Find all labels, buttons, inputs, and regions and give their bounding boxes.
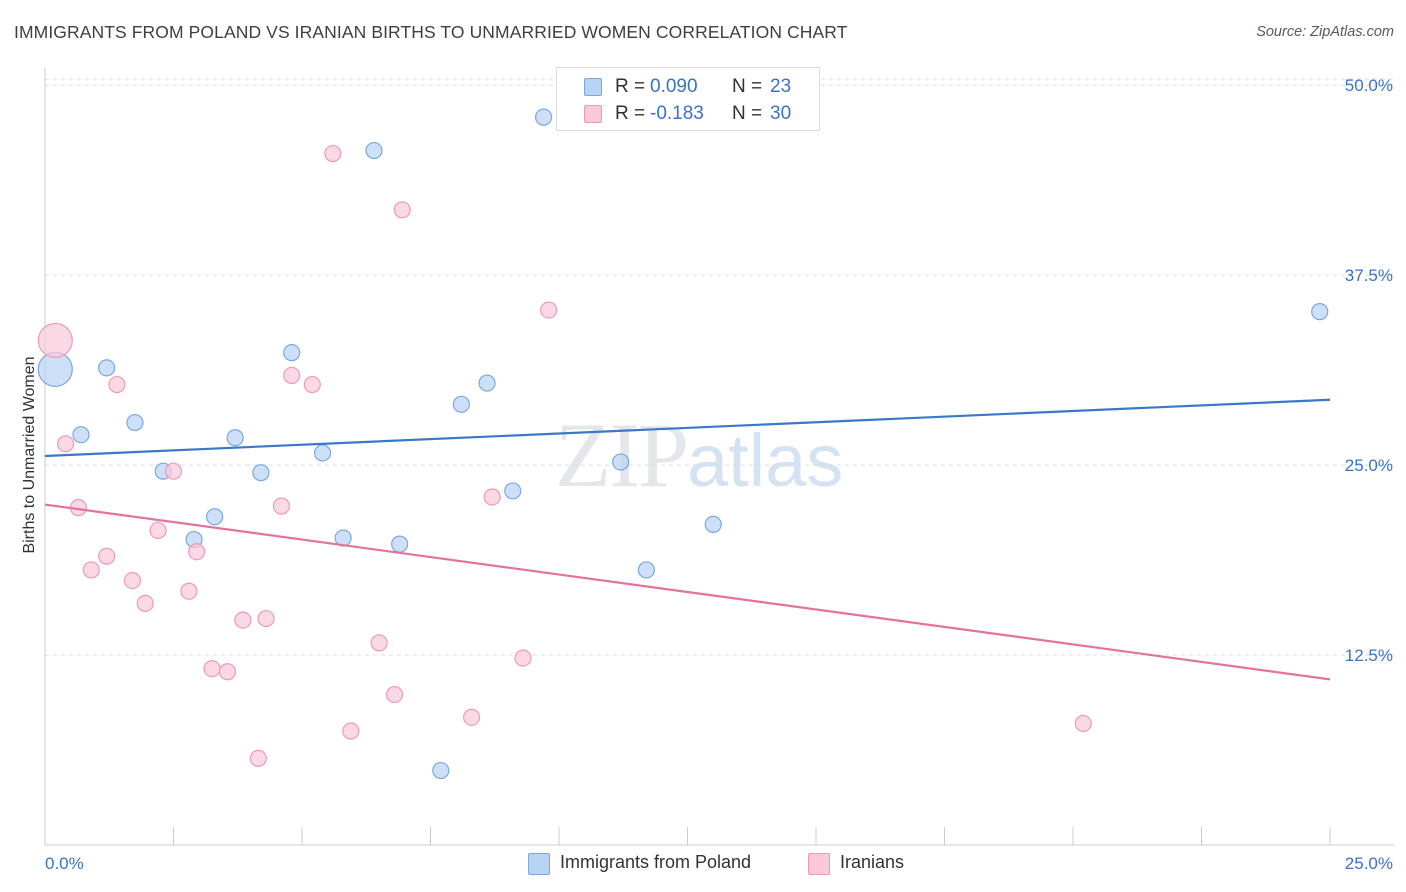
point-iranians bbox=[514, 649, 532, 667]
legend-swatch-poland bbox=[528, 853, 550, 875]
point-poland bbox=[612, 453, 630, 471]
point-iranians bbox=[108, 375, 126, 394]
y-tick-label: 25.0% bbox=[1345, 456, 1393, 475]
point-iranians bbox=[180, 582, 198, 600]
point-iranians bbox=[324, 144, 342, 163]
point-iranians bbox=[203, 660, 221, 678]
point-poland bbox=[283, 344, 301, 362]
point-iranians bbox=[149, 521, 167, 540]
point-poland bbox=[504, 482, 522, 500]
legend-item-poland[interactable]: Immigrants from Poland bbox=[528, 852, 768, 876]
point-poland bbox=[452, 395, 470, 413]
point-iranians bbox=[483, 488, 501, 506]
point-iranians bbox=[540, 301, 558, 319]
point-poland bbox=[391, 535, 409, 553]
point-iranians bbox=[56, 435, 75, 453]
point-poland bbox=[98, 359, 116, 377]
point-poland bbox=[206, 508, 224, 526]
point-poland bbox=[72, 426, 90, 444]
legend-item-iranians[interactable]: Iranians bbox=[808, 852, 928, 876]
point-poland bbox=[704, 515, 722, 533]
legend-label-poland: Immigrants from Poland bbox=[560, 852, 752, 872]
axes bbox=[44, 68, 1395, 846]
x-tick-label: 25.0% bbox=[1345, 854, 1393, 873]
poland-n-value: 23 bbox=[770, 76, 792, 97]
point-iranians bbox=[272, 497, 291, 515]
point-poland bbox=[478, 374, 496, 392]
tick-labels: 12.5% 25.0% 37.5% 50.0% 0.0% 25.0% bbox=[45, 76, 1393, 873]
point-poland bbox=[365, 141, 383, 160]
data-points bbox=[37, 108, 1329, 780]
x-tick-label: 0.0% bbox=[45, 854, 84, 873]
point-iranians bbox=[342, 722, 360, 740]
iranians-r-label: R = bbox=[615, 103, 646, 124]
point-iranians bbox=[303, 375, 321, 394]
legend-label-iranians: Iranians bbox=[840, 852, 905, 872]
y-tick-label: 50.0% bbox=[1345, 76, 1393, 95]
point-iranians bbox=[257, 609, 275, 628]
trend-lines bbox=[44, 398, 1331, 681]
point-iranians bbox=[164, 462, 183, 480]
point-iranians bbox=[123, 571, 141, 590]
point-poland bbox=[226, 429, 244, 447]
iranians-r-value: -0.183 bbox=[650, 103, 704, 124]
point-iranians bbox=[82, 561, 100, 579]
iranians-swatch bbox=[584, 105, 602, 123]
point-poland bbox=[313, 444, 332, 462]
poland-r-label: R = bbox=[615, 76, 646, 97]
poland-n-label: N = bbox=[732, 76, 763, 97]
trend-line-poland bbox=[44, 398, 1331, 458]
point-iranians bbox=[370, 634, 388, 652]
y-tick-label: 12.5% bbox=[1345, 646, 1393, 665]
legend-swatch-iranians bbox=[808, 853, 830, 875]
iranians-n-label: N = bbox=[732, 103, 763, 124]
point-poland bbox=[252, 464, 270, 482]
point-iranians bbox=[385, 685, 404, 704]
watermark: ZIPatlas bbox=[555, 402, 843, 508]
point-poland bbox=[1311, 303, 1329, 321]
point-iranians bbox=[218, 663, 237, 681]
y-tick-label: 37.5% bbox=[1345, 266, 1393, 285]
poland-swatch bbox=[584, 78, 602, 96]
watermark-atlas: atlas bbox=[687, 419, 844, 502]
point-iranians bbox=[234, 611, 252, 629]
point-iranians bbox=[283, 366, 301, 385]
point-iranians bbox=[98, 547, 116, 565]
point-iranians bbox=[1074, 714, 1092, 733]
trend-line-iranians bbox=[44, 503, 1331, 681]
poland-r-value: 0.090 bbox=[650, 76, 698, 97]
point-poland bbox=[432, 761, 450, 780]
point-iranians bbox=[249, 749, 267, 767]
point-poland bbox=[126, 413, 144, 432]
point-iranians bbox=[393, 201, 411, 219]
point-poland bbox=[534, 108, 553, 126]
point-iranians bbox=[37, 322, 73, 359]
iranians-n-value: 30 bbox=[770, 103, 792, 124]
point-iranians bbox=[188, 543, 206, 561]
stats-box: R = 0.090 N = 23 R = -0.183 N = 30 bbox=[556, 67, 820, 131]
gridlines bbox=[45, 78, 1395, 656]
point-iranians bbox=[136, 594, 154, 612]
chart-title: IMMIGRANTS FROM POLAND VS IRANIAN BIRTHS… bbox=[14, 22, 848, 42]
point-iranians bbox=[463, 708, 481, 726]
point-poland bbox=[637, 561, 655, 579]
source-note: Source: ZipAtlas.com bbox=[1256, 24, 1394, 40]
